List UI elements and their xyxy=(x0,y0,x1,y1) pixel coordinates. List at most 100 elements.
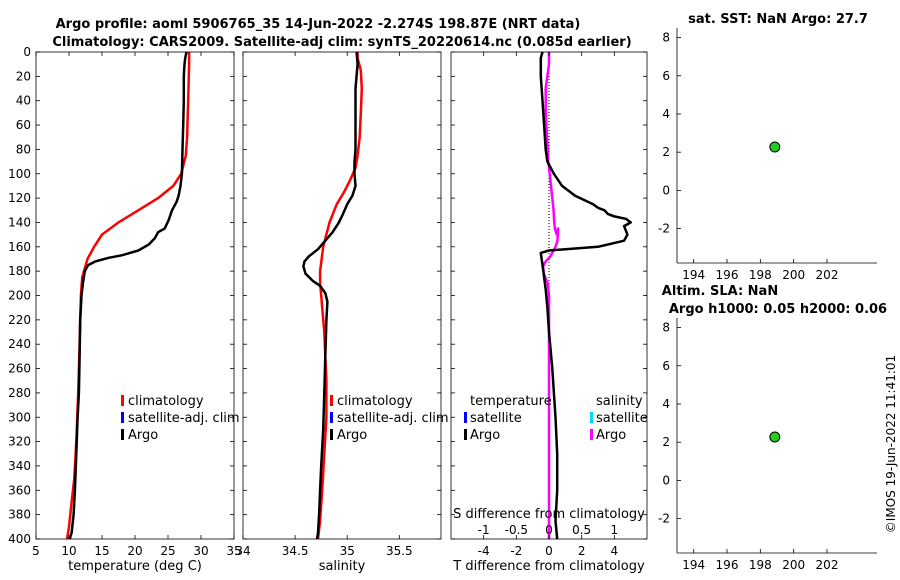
temperature-xtick-label: 10 xyxy=(61,544,76,558)
difference-xtick-label: 4 xyxy=(611,544,619,558)
temperature-ytick-label: 280 xyxy=(8,386,31,400)
temperature-ytick-label: 200 xyxy=(8,289,31,303)
difference-legend-t-argo: Argo xyxy=(470,428,500,443)
sla-ytick-label: 4 xyxy=(662,397,670,411)
sla-title-line-2: Argo h1000: 0.05 h2000: 0.06 xyxy=(669,302,887,317)
difference-s-axis-label: S difference from climatology xyxy=(453,507,645,522)
temperature-xtick-label: 15 xyxy=(94,544,109,558)
sla-ytick-label: 8 xyxy=(662,321,670,335)
temperature-ytick-label: 120 xyxy=(8,191,31,205)
salinity-xlabel: salinity xyxy=(319,559,366,574)
sla-xtick-label: 200 xyxy=(782,558,805,572)
salinity-legend-swatch-2 xyxy=(330,429,333,440)
sla-xtick-label: 194 xyxy=(682,558,705,572)
temperature-ytick-label: 140 xyxy=(8,215,31,229)
difference-panel: -4 -2 0 2 4T difference from climatology S di… xyxy=(450,51,648,574)
sla-title-line-1: Altim. SLA: NaN xyxy=(662,284,778,299)
temperature-ytick-label: 300 xyxy=(8,410,31,424)
difference-s-tick-label: 0 xyxy=(545,523,553,537)
temperature-xtick-label: 25 xyxy=(160,544,175,558)
salinity-panel: 34 34.5 35 35.5 salinity climatology satellite… xyxy=(235,51,449,574)
temperature-series-argo xyxy=(68,51,188,540)
temperature-ytick-label: 400 xyxy=(8,532,31,546)
temperature-ytick-label: 320 xyxy=(8,435,31,449)
difference-xtick-label: -4 xyxy=(478,544,490,558)
salinity-xtick-label: 35 xyxy=(340,544,355,558)
temperature-legend-label-1: satellite-adj. clim xyxy=(128,411,240,426)
temperature-ytick-label: 160 xyxy=(8,240,31,254)
sst-title: sat. SST: NaN Argo: 27.7 xyxy=(688,12,868,27)
temperature-legend-swatch-1 xyxy=(121,412,124,423)
sla-xtick-label: 198 xyxy=(749,558,772,572)
sst-xtick-label: 202 xyxy=(816,268,839,282)
salinity-legend-label-2: Argo xyxy=(337,428,367,443)
difference-s-tick-label: 0.5 xyxy=(572,523,591,537)
sst-profile-location-marker xyxy=(769,141,781,153)
temperature-ytick-label: 340 xyxy=(8,459,31,473)
difference-s-tick-label: -1 xyxy=(478,523,490,537)
sst-xtick-label: 200 xyxy=(782,268,805,282)
temperature-legend-label-2: Argo xyxy=(128,428,158,443)
difference-series-s-difference xyxy=(541,52,560,539)
difference-xtick-label: 2 xyxy=(578,544,586,558)
temperature-legend-swatch-2 xyxy=(121,429,124,440)
temperature-ytick-label: 180 xyxy=(8,264,31,278)
difference-xlabel: T difference from climatology xyxy=(452,559,645,574)
difference-s-tick-label: 1 xyxy=(611,523,619,537)
difference-legend-s-argo: Argo xyxy=(596,428,626,443)
difference-legend-t-satellite: satellite xyxy=(470,411,522,426)
salinity-legend-swatch-1 xyxy=(330,412,333,423)
salinity-legend-swatch-0 xyxy=(330,395,333,406)
difference-legend-t-satellite-swatch xyxy=(464,412,467,423)
temperature-xlabel: temperature (deg C) xyxy=(68,559,202,574)
salinity-legend-label-0: climatology xyxy=(337,394,413,409)
temperature-plot-area xyxy=(36,52,234,539)
temperature-ytick-label: 20 xyxy=(16,69,31,83)
salinity-xtick-label: 35.5 xyxy=(386,544,413,558)
temperature-legend-swatch-0 xyxy=(121,395,124,406)
salinity-series-climatology xyxy=(316,52,364,540)
sla-panel: 8 6 4 2 0 -2 194 196 198 200 202 Altim. SLA: NaN Arg… xyxy=(658,284,887,572)
temperature-xtick-label: 35 xyxy=(226,544,241,558)
temperature-ytick-label: 240 xyxy=(8,337,31,351)
temperature-ytick-label: 80 xyxy=(16,142,31,156)
difference-xtick-label: -2 xyxy=(510,544,522,558)
sst-ytick-label: -2 xyxy=(658,222,670,236)
temperature-xtick-label: 5 xyxy=(32,544,40,558)
salinity-series-argo xyxy=(302,51,359,540)
difference-legend-s-satellite-swatch xyxy=(590,412,593,423)
difference-legend-salinity-title: salinity xyxy=(596,394,643,409)
difference-legend-temperature-title: temperature xyxy=(470,394,552,409)
difference-legend-t-argo-swatch xyxy=(464,429,467,440)
title-line-1: Argo profile: aoml 5906765_35 14-Jun-202… xyxy=(56,17,581,32)
temperature-ytick-label: 380 xyxy=(8,508,31,522)
sla-xtick-label: 196 xyxy=(716,558,739,572)
sla-ytick-label: -2 xyxy=(658,512,670,526)
salinity-legend-label-1: satellite-adj. clim xyxy=(337,411,449,426)
title-line-2: Climatology: CARS2009. Satellite-adj cli… xyxy=(52,35,631,50)
sla-ytick-label: 6 xyxy=(662,359,670,373)
difference-xtick-label: 0 xyxy=(545,544,553,558)
salinity-xtick-label: 34 xyxy=(235,544,250,558)
sst-xtick-label: 194 xyxy=(682,268,705,282)
sla-xtick-label: 202 xyxy=(816,558,839,572)
sst-ytick-label: 6 xyxy=(662,69,670,83)
sst-panel: 8 6 4 2 0 -2 194 196 198 200 202 sat. SST: NaN Argo… xyxy=(658,12,877,282)
difference-series-t-difference xyxy=(539,51,632,540)
difference-s-tick-label: -0.5 xyxy=(505,523,528,537)
temperature-xtick-label: 30 xyxy=(193,544,208,558)
temperature-ytick-label: 260 xyxy=(8,362,31,376)
imos-watermark: ©IMOS 19-Jun-2022 11:41:01 xyxy=(884,355,898,533)
temperature-ytick-label: 60 xyxy=(16,118,31,132)
temperature-ytick-label: 360 xyxy=(8,483,31,497)
temperature-xtick-label: 20 xyxy=(127,544,142,558)
temperature-ytick-label: 0 xyxy=(23,45,31,59)
sla-ytick-label: 0 xyxy=(662,473,670,487)
temperature-legend-label-0: climatology xyxy=(128,394,204,409)
sla-ytick-label: 2 xyxy=(662,435,670,449)
salinity-plot-area xyxy=(243,52,441,539)
sst-ytick-label: 4 xyxy=(662,107,670,121)
temperature-ytick-label: 40 xyxy=(16,94,31,108)
temperature-ytick-label: 220 xyxy=(8,313,31,327)
